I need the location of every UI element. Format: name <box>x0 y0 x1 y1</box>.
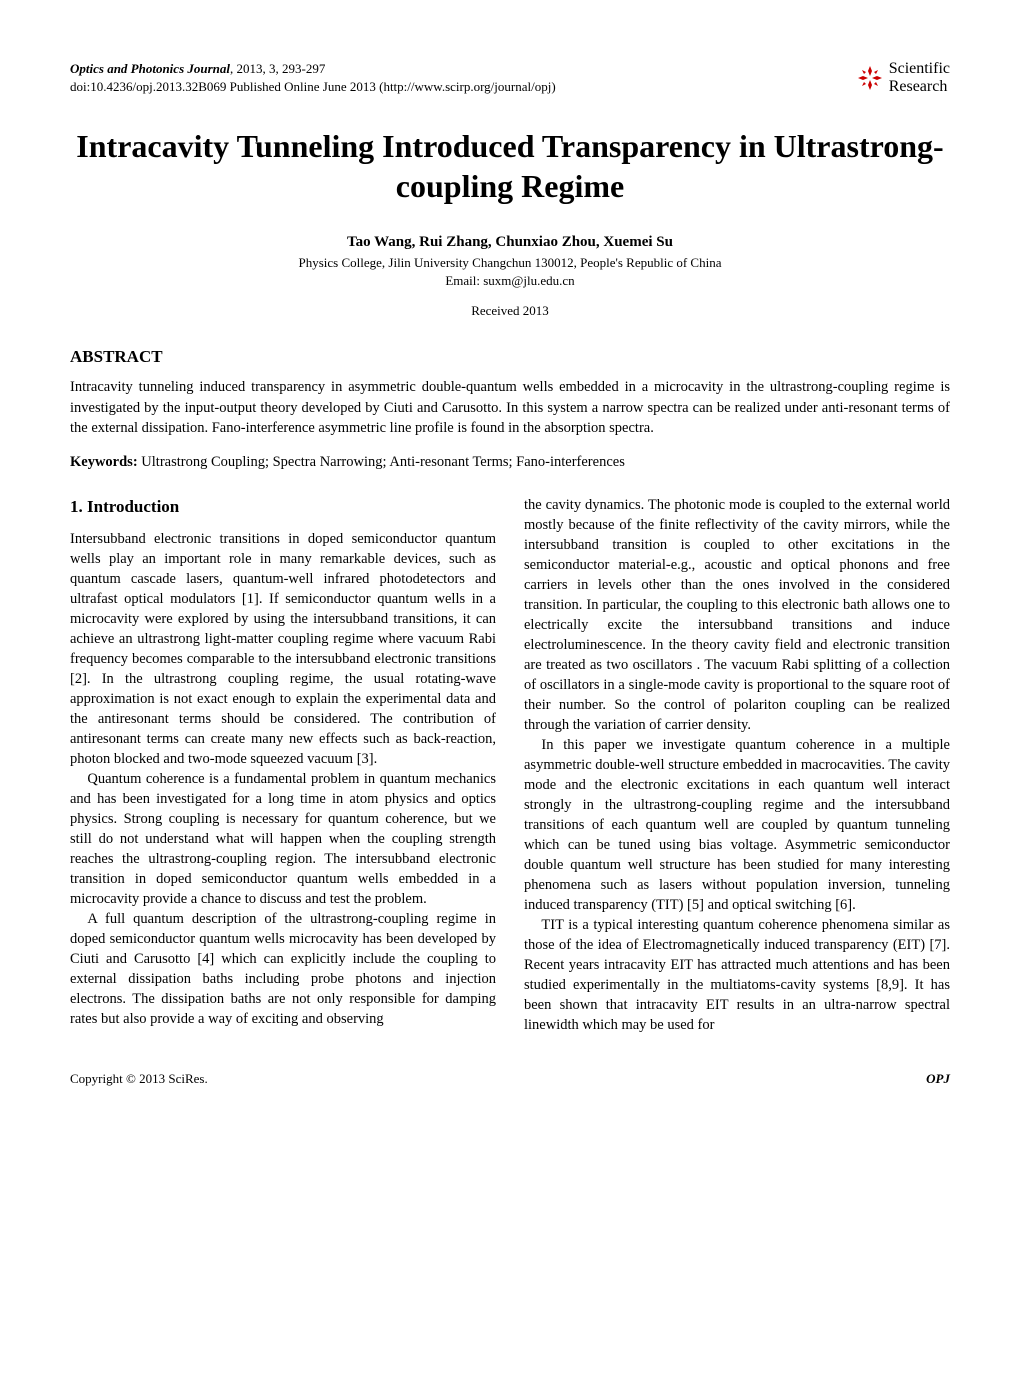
publisher-logo-text: Scientific Research <box>889 60 950 95</box>
paragraph: Quantum coherence is a fundamental probl… <box>70 769 496 909</box>
footer: Copyright © 2013 SciRes. OPJ <box>70 1071 950 1087</box>
affiliation: Physics College, Jilin University Changc… <box>70 255 950 271</box>
abstract-text: Intracavity tunneling induced transparen… <box>70 377 950 438</box>
header-row: Optics and Photonics Journal, 2013, 3, 2… <box>70 60 950 96</box>
right-column: the cavity dynamics. The photonic mode i… <box>524 495 950 1035</box>
paragraph: A full quantum description of the ultras… <box>70 909 496 1029</box>
journal-info: Optics and Photonics Journal, 2013, 3, 2… <box>70 60 556 96</box>
footer-journal-abbrev: OPJ <box>926 1071 950 1087</box>
keywords-label: Keywords: <box>70 454 138 470</box>
paragraph: TIT is a typical interesting quantum coh… <box>524 915 950 1035</box>
footer-copyright: Copyright © 2013 SciRes. <box>70 1071 208 1087</box>
email: Email: suxm@jlu.edu.cn <box>70 273 950 289</box>
logo-line2: Research <box>889 78 950 96</box>
journal-citation-line: Optics and Photonics Journal, 2013, 3, 2… <box>70 60 556 78</box>
left-column: 1. Introduction Intersubband electronic … <box>70 495 496 1035</box>
received-date: Received 2013 <box>70 303 950 319</box>
body-columns: 1. Introduction Intersubband electronic … <box>70 495 950 1035</box>
journal-title: Optics and Photonics Journal <box>70 61 230 76</box>
paper-title: Intracavity Tunneling Introduced Transpa… <box>70 126 950 206</box>
journal-citation: , 2013, 3, 293-297 <box>230 61 325 76</box>
keywords: Keywords: Ultrastrong Coupling; Spectra … <box>70 454 950 471</box>
paragraph: Intersubband electronic transitions in d… <box>70 529 496 769</box>
section-heading: 1. Introduction <box>70 495 496 518</box>
logo-line1: Scientific <box>889 60 950 78</box>
keywords-text: Ultrastrong Coupling; Spectra Narrowing;… <box>138 454 625 470</box>
publisher-logo: Scientific Research <box>857 60 950 95</box>
abstract-heading: ABSTRACT <box>70 347 950 367</box>
authors: Tao Wang, Rui Zhang, Chunxiao Zhou, Xuem… <box>70 234 950 251</box>
paragraph: In this paper we investigate quantum coh… <box>524 735 950 915</box>
scientific-research-icon <box>857 65 883 91</box>
paragraph: the cavity dynamics. The photonic mode i… <box>524 495 950 735</box>
doi-line: doi:10.4236/opj.2013.32B069 Published On… <box>70 78 556 96</box>
